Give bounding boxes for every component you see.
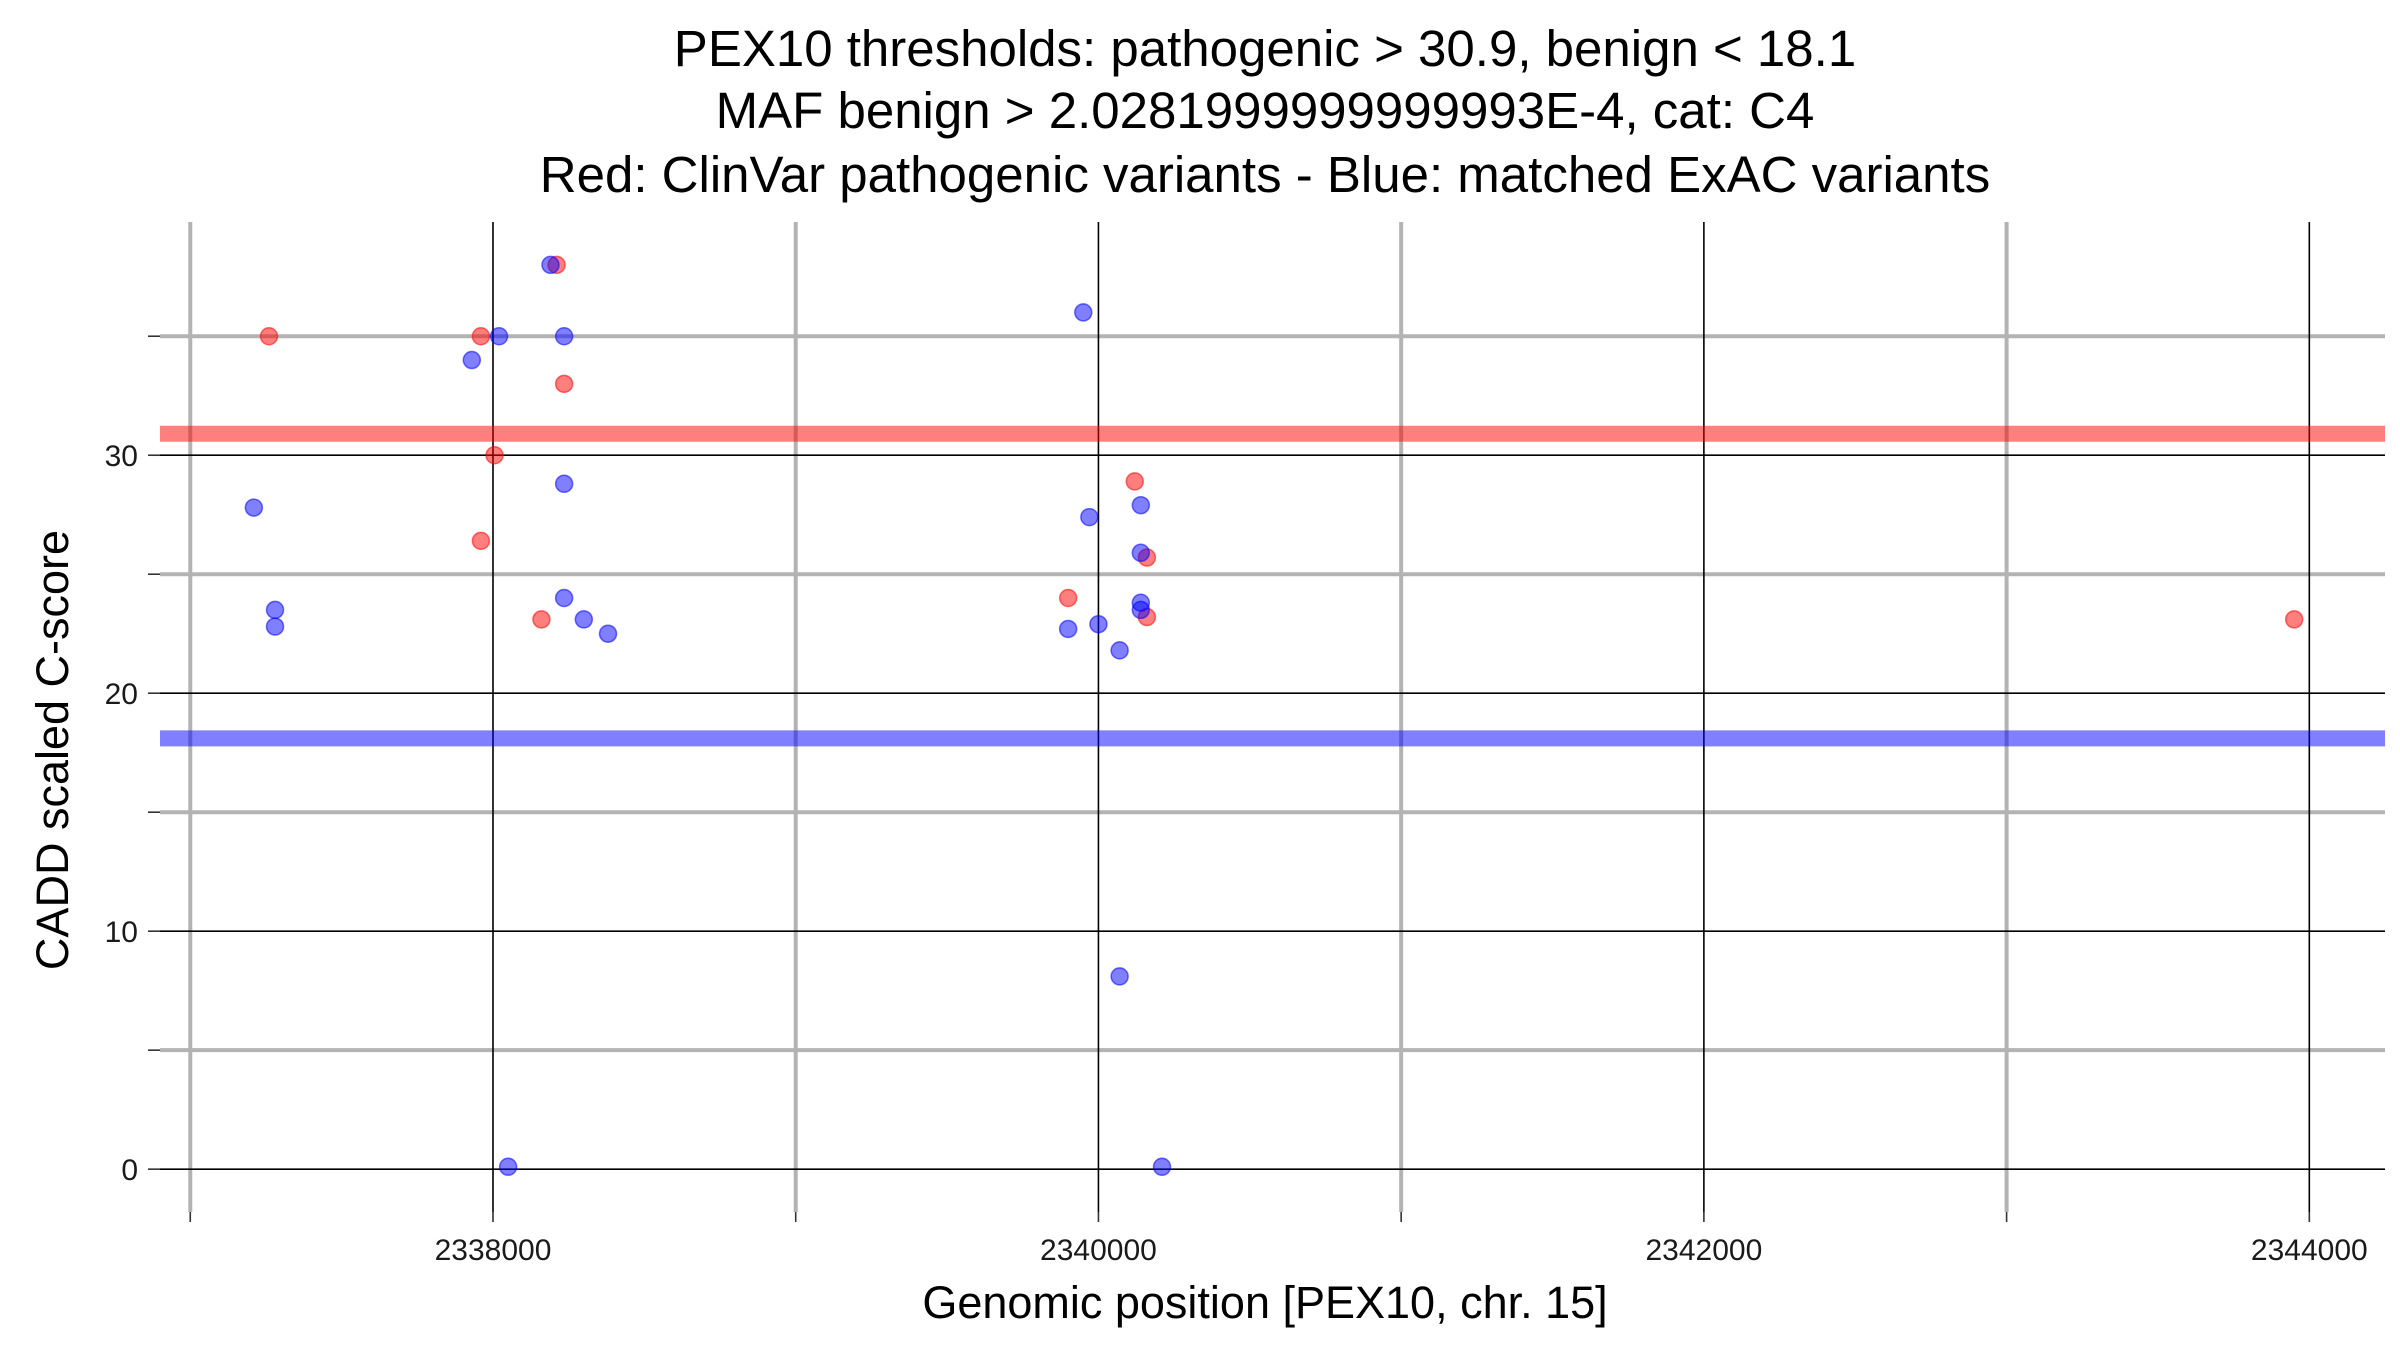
data-point-benign [1074, 303, 1093, 322]
data-point-benign [554, 474, 574, 494]
x-tick-label: 2342000 [1645, 1234, 1762, 1267]
data-point-benign [462, 350, 482, 370]
data-point-benign [1131, 600, 1151, 620]
data-point-pathogenic [1058, 588, 1078, 608]
data-point-benign [1152, 1157, 1172, 1177]
x-axis-title: Genomic position [PEX10, chr. 15] [922, 1277, 1607, 1328]
data-point-pathogenic [1125, 472, 1145, 491]
data-point-benign [1080, 507, 1099, 527]
y-tick-label: 20 [105, 678, 138, 711]
point-layer [244, 255, 2304, 1177]
chart-title-line-2: MAF benign > 2.0281999999999993E-4, cat:… [716, 82, 1815, 139]
y-tick-label: 10 [105, 916, 138, 949]
data-point-benign [554, 326, 574, 346]
data-point-benign [1110, 641, 1129, 660]
data-point-benign [574, 610, 594, 629]
grid-layer [160, 222, 2385, 1212]
data-point-benign [265, 617, 285, 636]
y-axis-title: CADD scaled C-score [27, 530, 78, 970]
data-point-benign [1131, 495, 1151, 515]
data-point-benign [1089, 614, 1108, 634]
data-point-benign [1131, 543, 1151, 563]
data-point-benign [498, 1157, 518, 1177]
data-point-benign [554, 588, 574, 608]
data-point-benign [541, 255, 560, 275]
y-tick-label: 30 [105, 440, 138, 473]
threshold-layer [160, 425, 2385, 747]
x-tick-label: 2340000 [1040, 1234, 1157, 1267]
axis-layer: 2338000 2340000 2342000 2344000 0 10 20 30 [105, 335, 2368, 1267]
chart-title-line-3: Red: ClinVar pathogenic variants - Blue:… [540, 146, 1990, 203]
data-point-pathogenic [259, 326, 279, 346]
x-tick-label: 2338000 [435, 1234, 552, 1267]
data-point-benign [1058, 619, 1078, 639]
y-tick-label: 0 [121, 1154, 138, 1187]
data-point-benign [489, 326, 509, 346]
data-point-benign [244, 498, 264, 517]
x-tick-label: 2344000 [2251, 1234, 2368, 1267]
data-point-pathogenic [485, 445, 504, 465]
data-point-pathogenic [2284, 610, 2304, 629]
data-point-pathogenic [532, 610, 551, 629]
data-point-pathogenic [554, 374, 574, 394]
data-point-pathogenic [471, 531, 491, 551]
data-point-benign [598, 624, 618, 643]
chart-title-line-1: PEX10 thresholds: pathogenic > 30.9, ben… [674, 20, 1856, 77]
data-point-benign [1110, 967, 1129, 986]
data-point-benign [265, 600, 285, 620]
data-point-pathogenic [471, 326, 491, 346]
